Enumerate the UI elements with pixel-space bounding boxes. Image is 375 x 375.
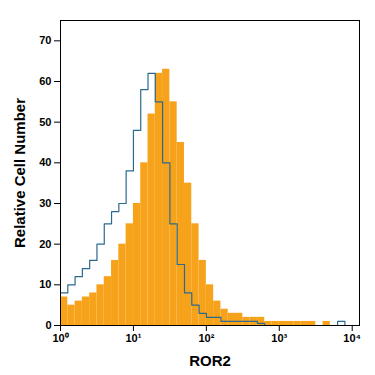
svg-text:ROR2: ROR2 (189, 352, 231, 369)
svg-text:10³: 10³ (271, 332, 287, 344)
svg-text:50: 50 (39, 116, 51, 128)
svg-text:40: 40 (39, 156, 51, 168)
svg-text:10: 10 (39, 278, 51, 290)
svg-text:10⁰: 10⁰ (52, 332, 68, 344)
svg-text:60: 60 (39, 75, 51, 87)
svg-text:0: 0 (45, 319, 51, 331)
svg-text:30: 30 (39, 197, 51, 209)
svg-text:20: 20 (39, 238, 51, 250)
svg-text:70: 70 (39, 34, 51, 46)
svg-text:10²: 10² (198, 332, 214, 344)
svg-text:10⁴: 10⁴ (343, 332, 361, 344)
svg-text:Relative Cell Number: Relative Cell Number (11, 98, 28, 248)
svg-text:10¹: 10¹ (125, 332, 141, 344)
